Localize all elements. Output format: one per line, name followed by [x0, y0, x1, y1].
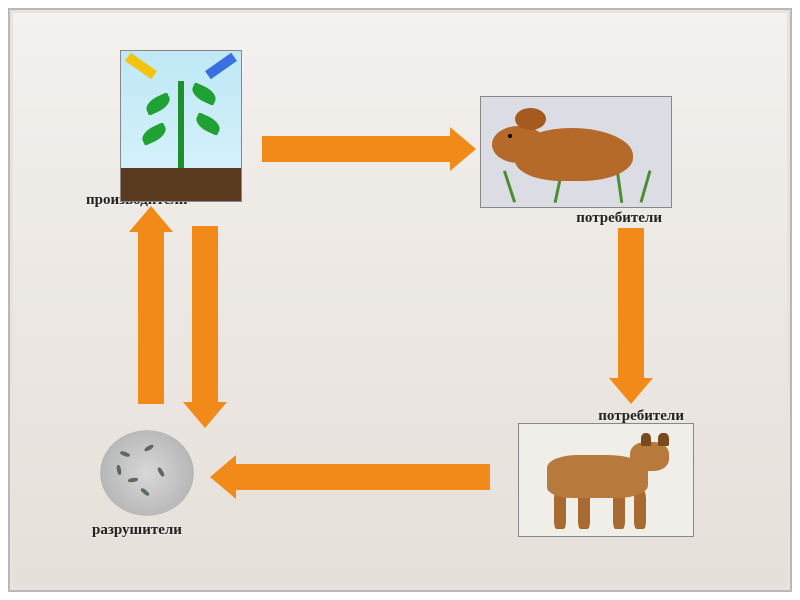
arrow-consumer2-to-destroyers	[236, 464, 490, 490]
arrow-producers-to-destroyers	[192, 226, 218, 402]
arrow-head-right-1	[450, 127, 476, 171]
producers-image	[120, 50, 242, 202]
consumer2-image	[518, 423, 694, 537]
node-destroyers: разрушители	[100, 430, 194, 539]
consumer1-label: потребители	[576, 210, 662, 227]
destroyers-label: разрушители	[92, 522, 182, 539]
node-producers: производители	[120, 50, 242, 209]
arrow-producers-to-consumer1	[262, 136, 450, 162]
arrow-consumer1-to-consumer2	[618, 228, 644, 378]
diagram-frame: производители потребители потребители	[8, 8, 792, 592]
arrow-destroyers-to-producers	[138, 232, 164, 404]
arrow-head-up-1	[129, 206, 173, 232]
arrow-head-down-2	[183, 402, 227, 428]
arrow-head-down-1	[609, 378, 653, 404]
arrow-head-left-1	[210, 455, 236, 499]
destroyers-image	[100, 430, 194, 516]
node-consumer2: потребители	[518, 408, 694, 537]
node-consumer1: потребители	[480, 96, 672, 227]
consumer1-image	[480, 96, 672, 208]
